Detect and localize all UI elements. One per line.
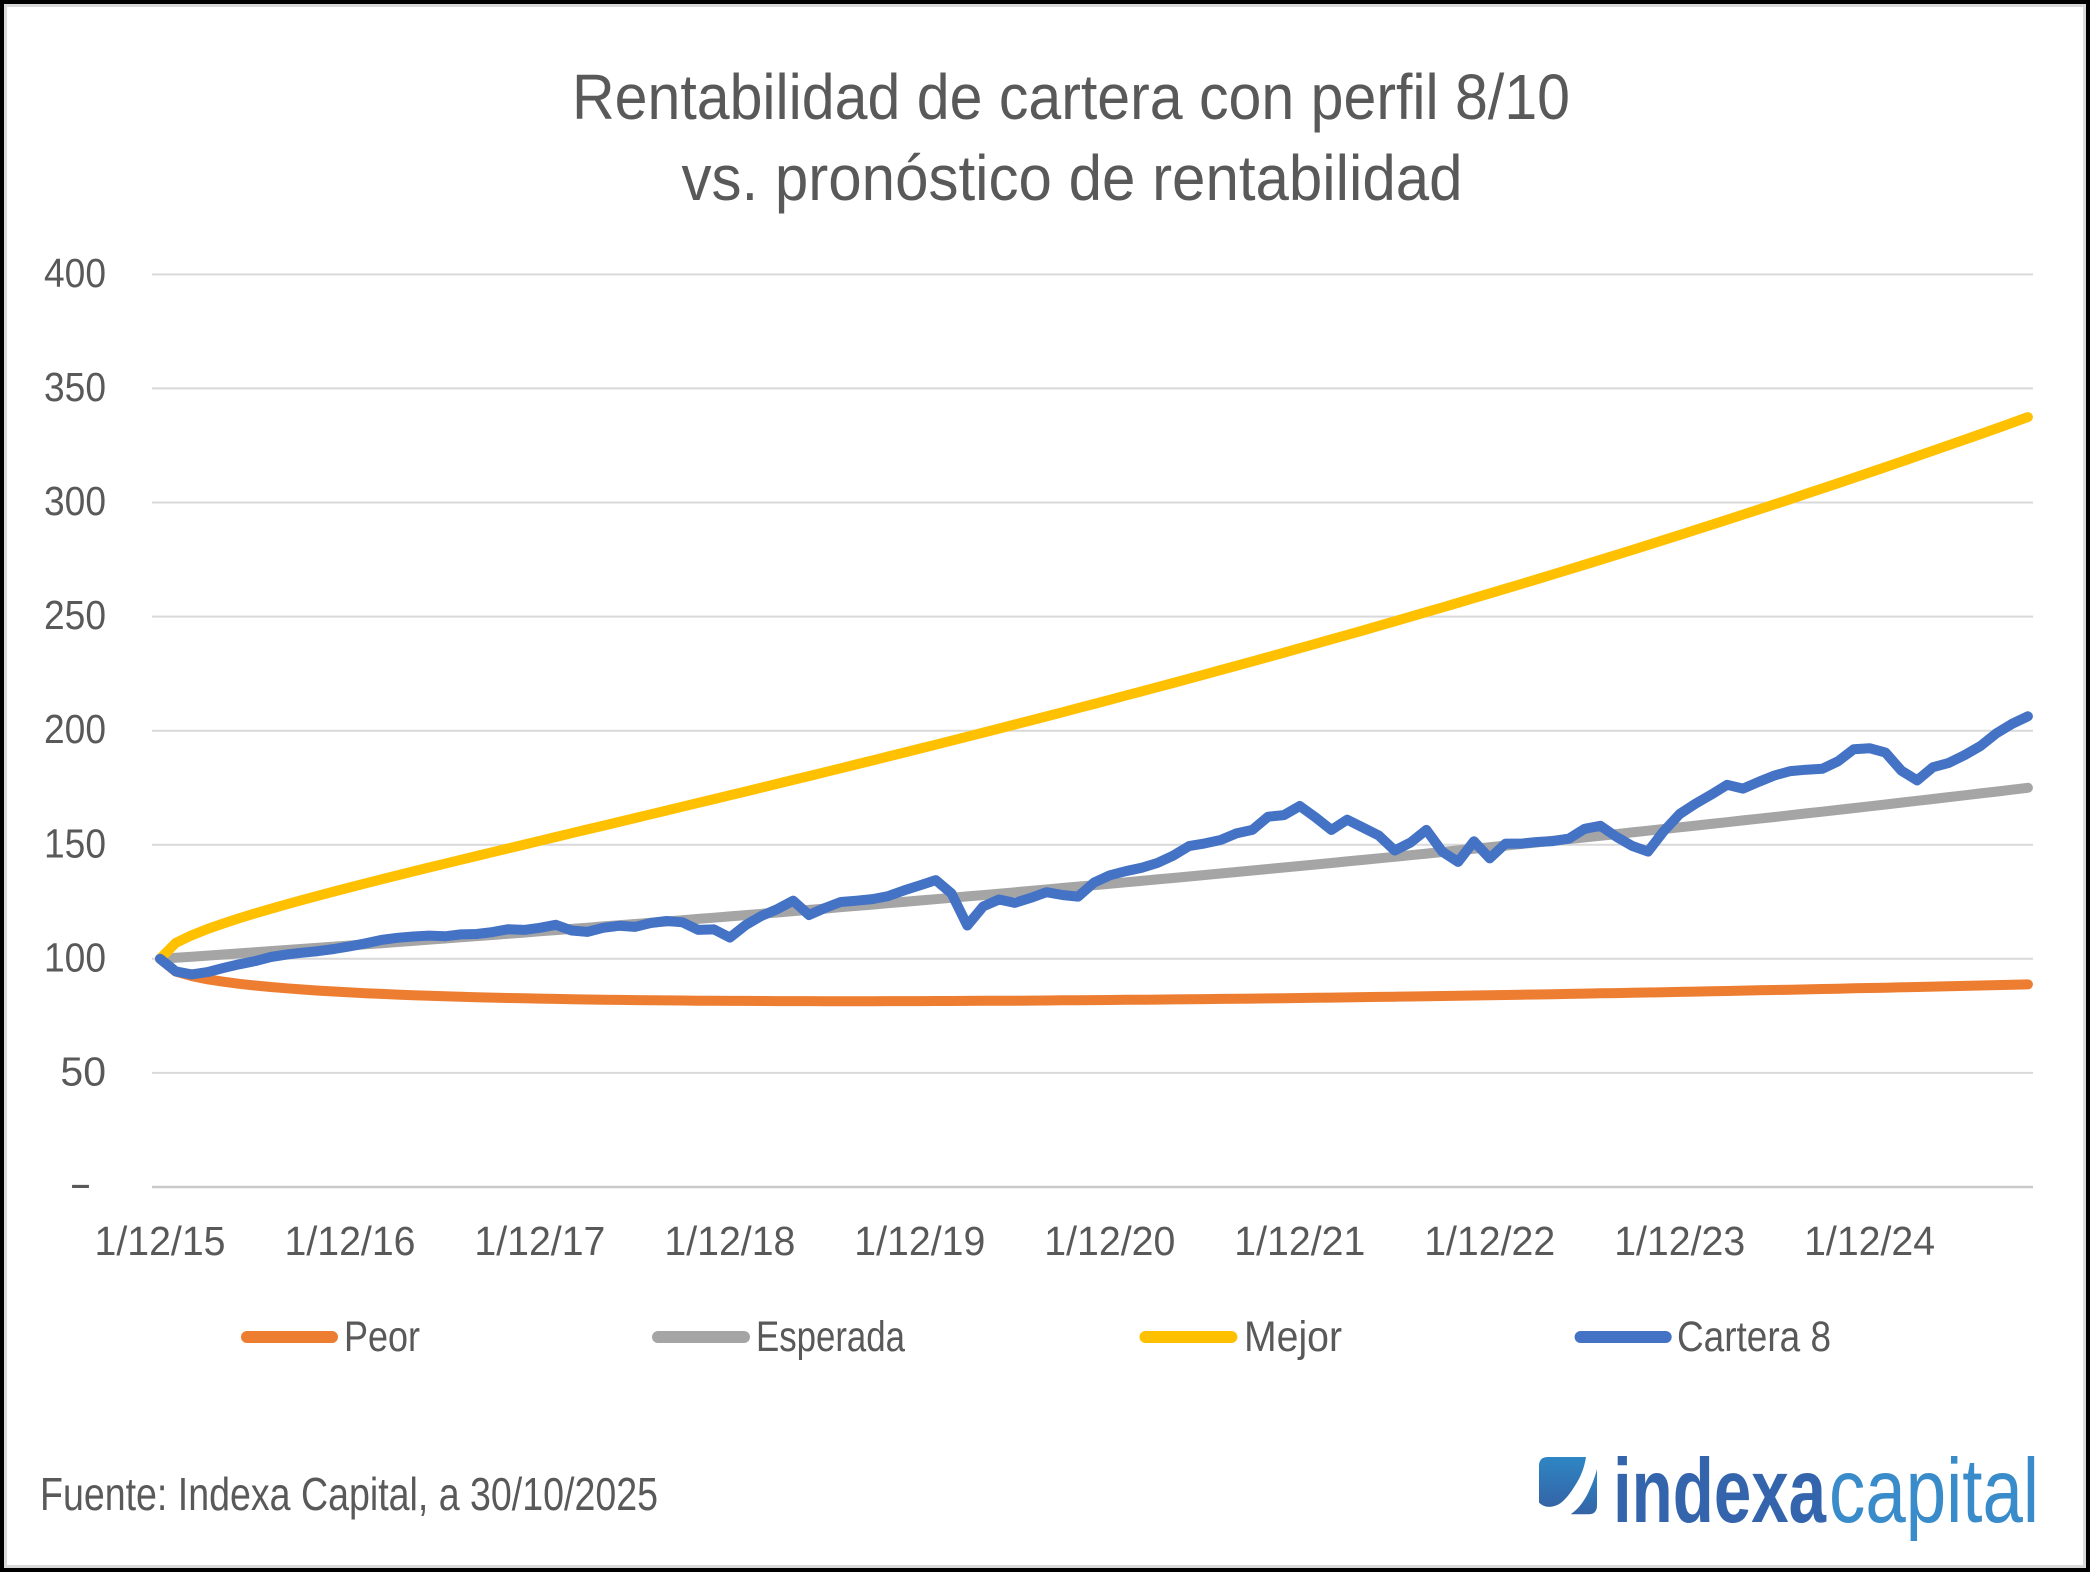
- svg-text:150: 150: [44, 820, 106, 866]
- svg-text:Esperada: Esperada: [756, 1313, 905, 1361]
- svg-text:250: 250: [44, 592, 106, 638]
- svg-text:1/12/20: 1/12/20: [1044, 1218, 1175, 1264]
- svg-text:1/12/19: 1/12/19: [854, 1218, 985, 1264]
- svg-text:1/12/16: 1/12/16: [285, 1218, 416, 1264]
- svg-text:Mejor: Mejor: [1244, 1313, 1342, 1361]
- svg-text:300: 300: [44, 478, 106, 524]
- svg-text:1/12/17: 1/12/17: [474, 1218, 605, 1264]
- svg-text:indexa: indexa: [1613, 1441, 1827, 1542]
- svg-text:50: 50: [60, 1048, 106, 1094]
- svg-text:-: -: [69, 1161, 92, 1207]
- svg-text:Rentabilidad de cartera con pe: Rentabilidad de cartera con perfil 8/10: [572, 61, 1570, 133]
- svg-text:Cartera 8: Cartera 8: [1677, 1313, 1831, 1361]
- svg-text:capital: capital: [1829, 1441, 2039, 1542]
- svg-text:Fuente: Indexa Capital, a 30/1: Fuente: Indexa Capital, a 30/10/2025: [40, 1468, 658, 1520]
- svg-text:350: 350: [44, 364, 106, 410]
- svg-text:1/12/23: 1/12/23: [1614, 1218, 1745, 1264]
- svg-text:1/12/21: 1/12/21: [1234, 1218, 1365, 1264]
- svg-text:200: 200: [44, 706, 106, 752]
- svg-text:1/12/15: 1/12/15: [95, 1218, 226, 1264]
- svg-text:400: 400: [44, 250, 106, 296]
- svg-text:vs. pronóstico de rentabilidad: vs. pronóstico de rentabilidad: [682, 142, 1463, 214]
- svg-text:1/12/24: 1/12/24: [1804, 1218, 1935, 1264]
- svg-text:1/12/18: 1/12/18: [664, 1218, 795, 1264]
- svg-text:1/12/22: 1/12/22: [1424, 1218, 1555, 1264]
- svg-text:100: 100: [44, 934, 106, 980]
- svg-text:Peor: Peor: [344, 1313, 420, 1361]
